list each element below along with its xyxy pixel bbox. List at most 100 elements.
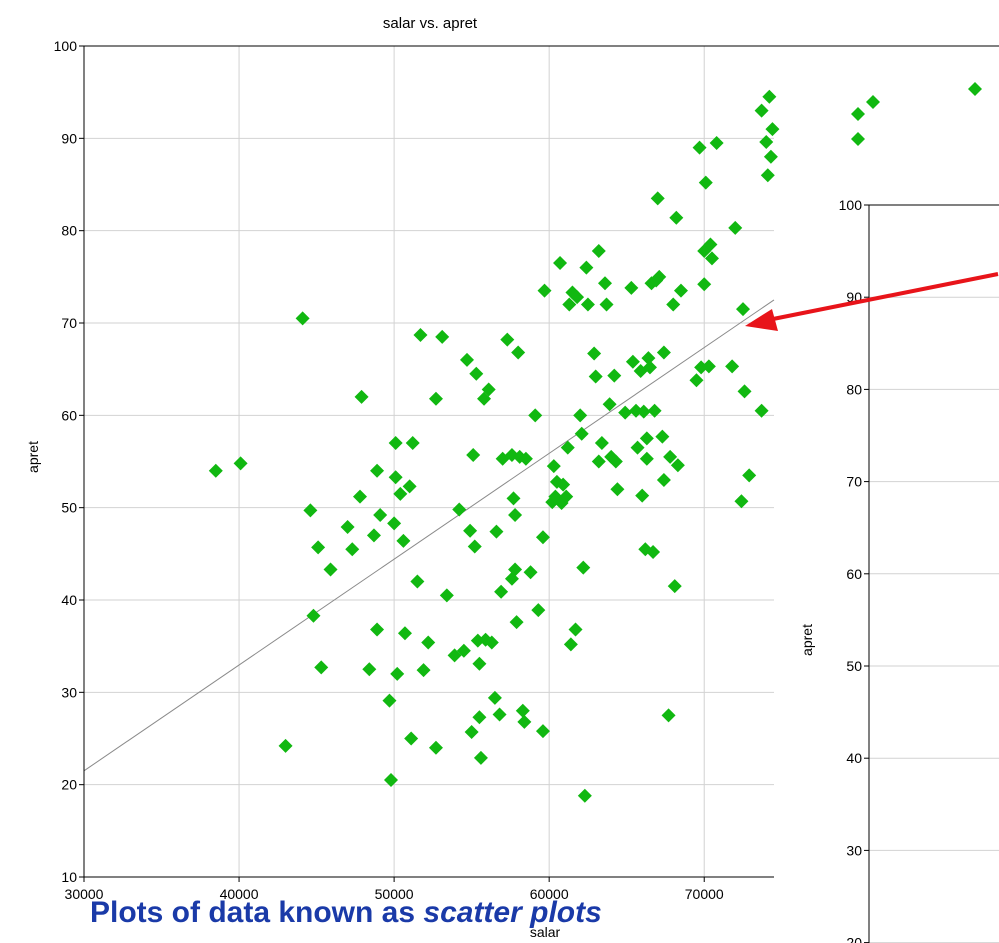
data-point [469, 366, 484, 381]
data-point [737, 384, 752, 399]
data-point [641, 351, 656, 366]
data-point [608, 454, 623, 469]
data-point [754, 403, 769, 418]
x-tick-label: 50000 [375, 886, 414, 902]
data-point [323, 562, 338, 577]
data-point [487, 690, 502, 705]
data-point [728, 220, 743, 235]
data-point [303, 503, 318, 518]
data-point [762, 89, 777, 104]
data-point [734, 494, 749, 509]
data-point [652, 269, 667, 284]
data-point [366, 528, 381, 543]
data-point [656, 472, 671, 487]
data-point [531, 603, 546, 618]
data-point [636, 404, 651, 419]
x-tick-label: 40000 [220, 886, 259, 902]
data-point [504, 571, 519, 586]
data-point [382, 693, 397, 708]
data-point [370, 463, 385, 478]
data-point [402, 479, 417, 494]
data-point [464, 725, 479, 740]
x-tick-label: 60000 [530, 886, 569, 902]
data-point [410, 574, 425, 589]
data-point [467, 539, 482, 554]
data-point [484, 635, 499, 650]
data-point [669, 210, 684, 225]
chart2-y-tick-label: 20 [846, 935, 862, 943]
data-point [428, 740, 443, 755]
data-point [428, 391, 443, 406]
y-tick-label: 10 [61, 869, 77, 885]
data-point [397, 626, 412, 641]
data-point [518, 451, 533, 466]
data-point [560, 440, 575, 455]
data-point [625, 354, 640, 369]
data-point [562, 297, 577, 312]
data-point [404, 731, 419, 746]
data-point [760, 168, 775, 183]
data-point [546, 459, 561, 474]
data-point [704, 251, 719, 266]
data-point [579, 260, 594, 275]
data-point [670, 458, 685, 473]
chart2-y-axis-label: apret [799, 624, 815, 656]
regression-line [83, 299, 775, 772]
data-point [535, 530, 550, 545]
data-point [851, 107, 865, 121]
x-axis-label: salar [530, 924, 561, 940]
data-point [570, 290, 585, 305]
data-point [689, 373, 704, 388]
chart2-y-tick-label: 100 [839, 197, 863, 213]
data-point [647, 403, 662, 418]
data-point [508, 508, 523, 523]
x-tick-label: 30000 [65, 886, 104, 902]
data-point [528, 408, 543, 423]
data-point [390, 666, 405, 681]
data-point [610, 482, 625, 497]
y-tick-label: 70 [61, 315, 77, 331]
data-point [405, 436, 420, 451]
data-point [624, 280, 639, 295]
data-point [553, 255, 568, 270]
data-point [208, 463, 223, 478]
data-point [580, 297, 595, 312]
data-point [573, 408, 588, 423]
data-point [340, 520, 355, 535]
data-point [656, 345, 671, 360]
y-tick-labels: 10 20 30 40 50 60 70 80 90 100 [54, 38, 78, 885]
chart2-axes [864, 204, 999, 943]
data-point [373, 508, 388, 523]
data-point [563, 637, 578, 652]
data-point [459, 352, 474, 367]
data-point [673, 283, 688, 298]
data-point [646, 544, 661, 559]
data-point [472, 656, 487, 671]
data-point [568, 622, 583, 637]
data-point [314, 660, 329, 675]
data-point [387, 516, 402, 531]
data-point [509, 615, 524, 630]
data-point [345, 542, 360, 557]
data-point [535, 724, 550, 739]
data-point [439, 588, 454, 603]
data-point [504, 448, 519, 463]
axes [79, 45, 999, 882]
chart2-y-tick-label: 50 [846, 658, 862, 674]
data-point [725, 359, 740, 374]
data-point [630, 440, 645, 455]
y-tick-label: 80 [61, 223, 77, 239]
data-point [523, 565, 538, 580]
y-tick-label: 30 [61, 684, 77, 700]
data-point [508, 562, 523, 577]
y-axis-label: apret [25, 441, 41, 473]
data-point [413, 328, 428, 343]
data-point [354, 389, 369, 404]
data-point [574, 426, 589, 441]
data-point [968, 82, 982, 96]
data-point [599, 297, 614, 312]
data-point [278, 738, 293, 753]
main-scatter-chart: salar vs. apret apret salar 10 20 30 40 50 60… [25, 15, 999, 940]
data-point [735, 302, 750, 317]
